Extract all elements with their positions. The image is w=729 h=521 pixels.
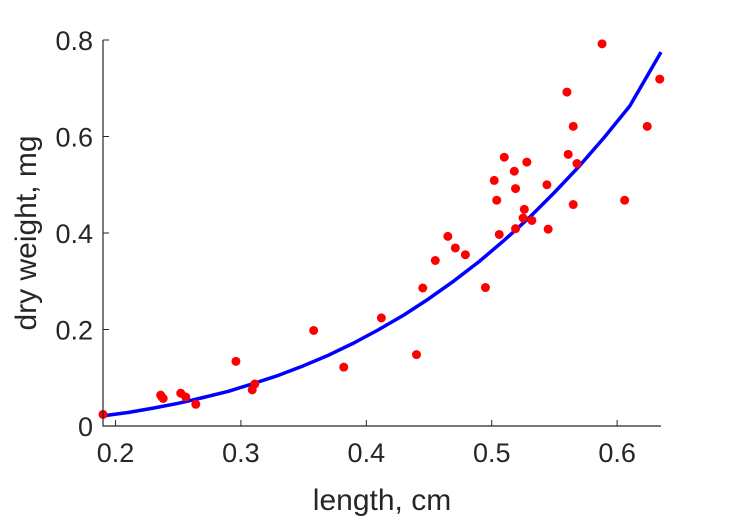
data-point [339, 362, 349, 372]
data-point [489, 175, 499, 185]
data-point [568, 200, 578, 210]
data-point [527, 215, 537, 225]
data-point [543, 224, 553, 234]
data-point [443, 231, 453, 241]
data-point [309, 325, 319, 335]
x-tick-label: 0.2 [97, 438, 135, 468]
data-point [511, 184, 521, 194]
x-tick-label: 0.6 [598, 438, 636, 468]
scatter-points-layer [98, 39, 665, 419]
data-point [430, 256, 440, 266]
y-axis-label: dry weight, mg [10, 135, 43, 330]
data-point [231, 356, 241, 366]
x-tick-label: 0.3 [222, 438, 260, 468]
data-point [418, 283, 428, 293]
y-tick-label: 0.4 [55, 219, 93, 249]
data-point [563, 149, 573, 159]
data-point [572, 159, 582, 169]
data-point [376, 313, 386, 323]
data-point [250, 379, 260, 389]
data-point [460, 250, 470, 260]
x-tick-label: 0.5 [473, 438, 511, 468]
data-point [511, 224, 521, 234]
data-point [450, 243, 460, 253]
x-tick-label: 0.4 [348, 438, 386, 468]
data-point [191, 399, 201, 409]
data-point [158, 393, 168, 403]
data-point [519, 204, 529, 214]
data-point [499, 152, 509, 162]
y-tick-label: 0.6 [55, 123, 93, 153]
y-tick-label: 0.8 [55, 26, 93, 56]
y-tick-label: 0 [78, 412, 93, 442]
data-point [562, 87, 572, 97]
data-point [620, 195, 630, 205]
fit-curve [102, 51, 663, 418]
data-point [522, 157, 532, 167]
data-point [509, 166, 519, 176]
data-point [181, 392, 191, 402]
x-axis-label: length, cm [313, 484, 451, 517]
data-point [480, 283, 490, 293]
data-point [492, 195, 502, 205]
data-point [655, 74, 665, 84]
data-point [518, 213, 528, 223]
data-point [568, 121, 578, 131]
data-point [494, 229, 504, 239]
data-point [542, 180, 552, 190]
data-point [642, 121, 652, 131]
y-tick-label: 0.2 [55, 316, 93, 346]
fit-curve-layer [102, 51, 663, 418]
data-point [597, 39, 607, 49]
data-point [411, 350, 421, 360]
axes: 0.2 0.3 0.4 0.5 0.600.20.40.60.8 [55, 26, 661, 468]
